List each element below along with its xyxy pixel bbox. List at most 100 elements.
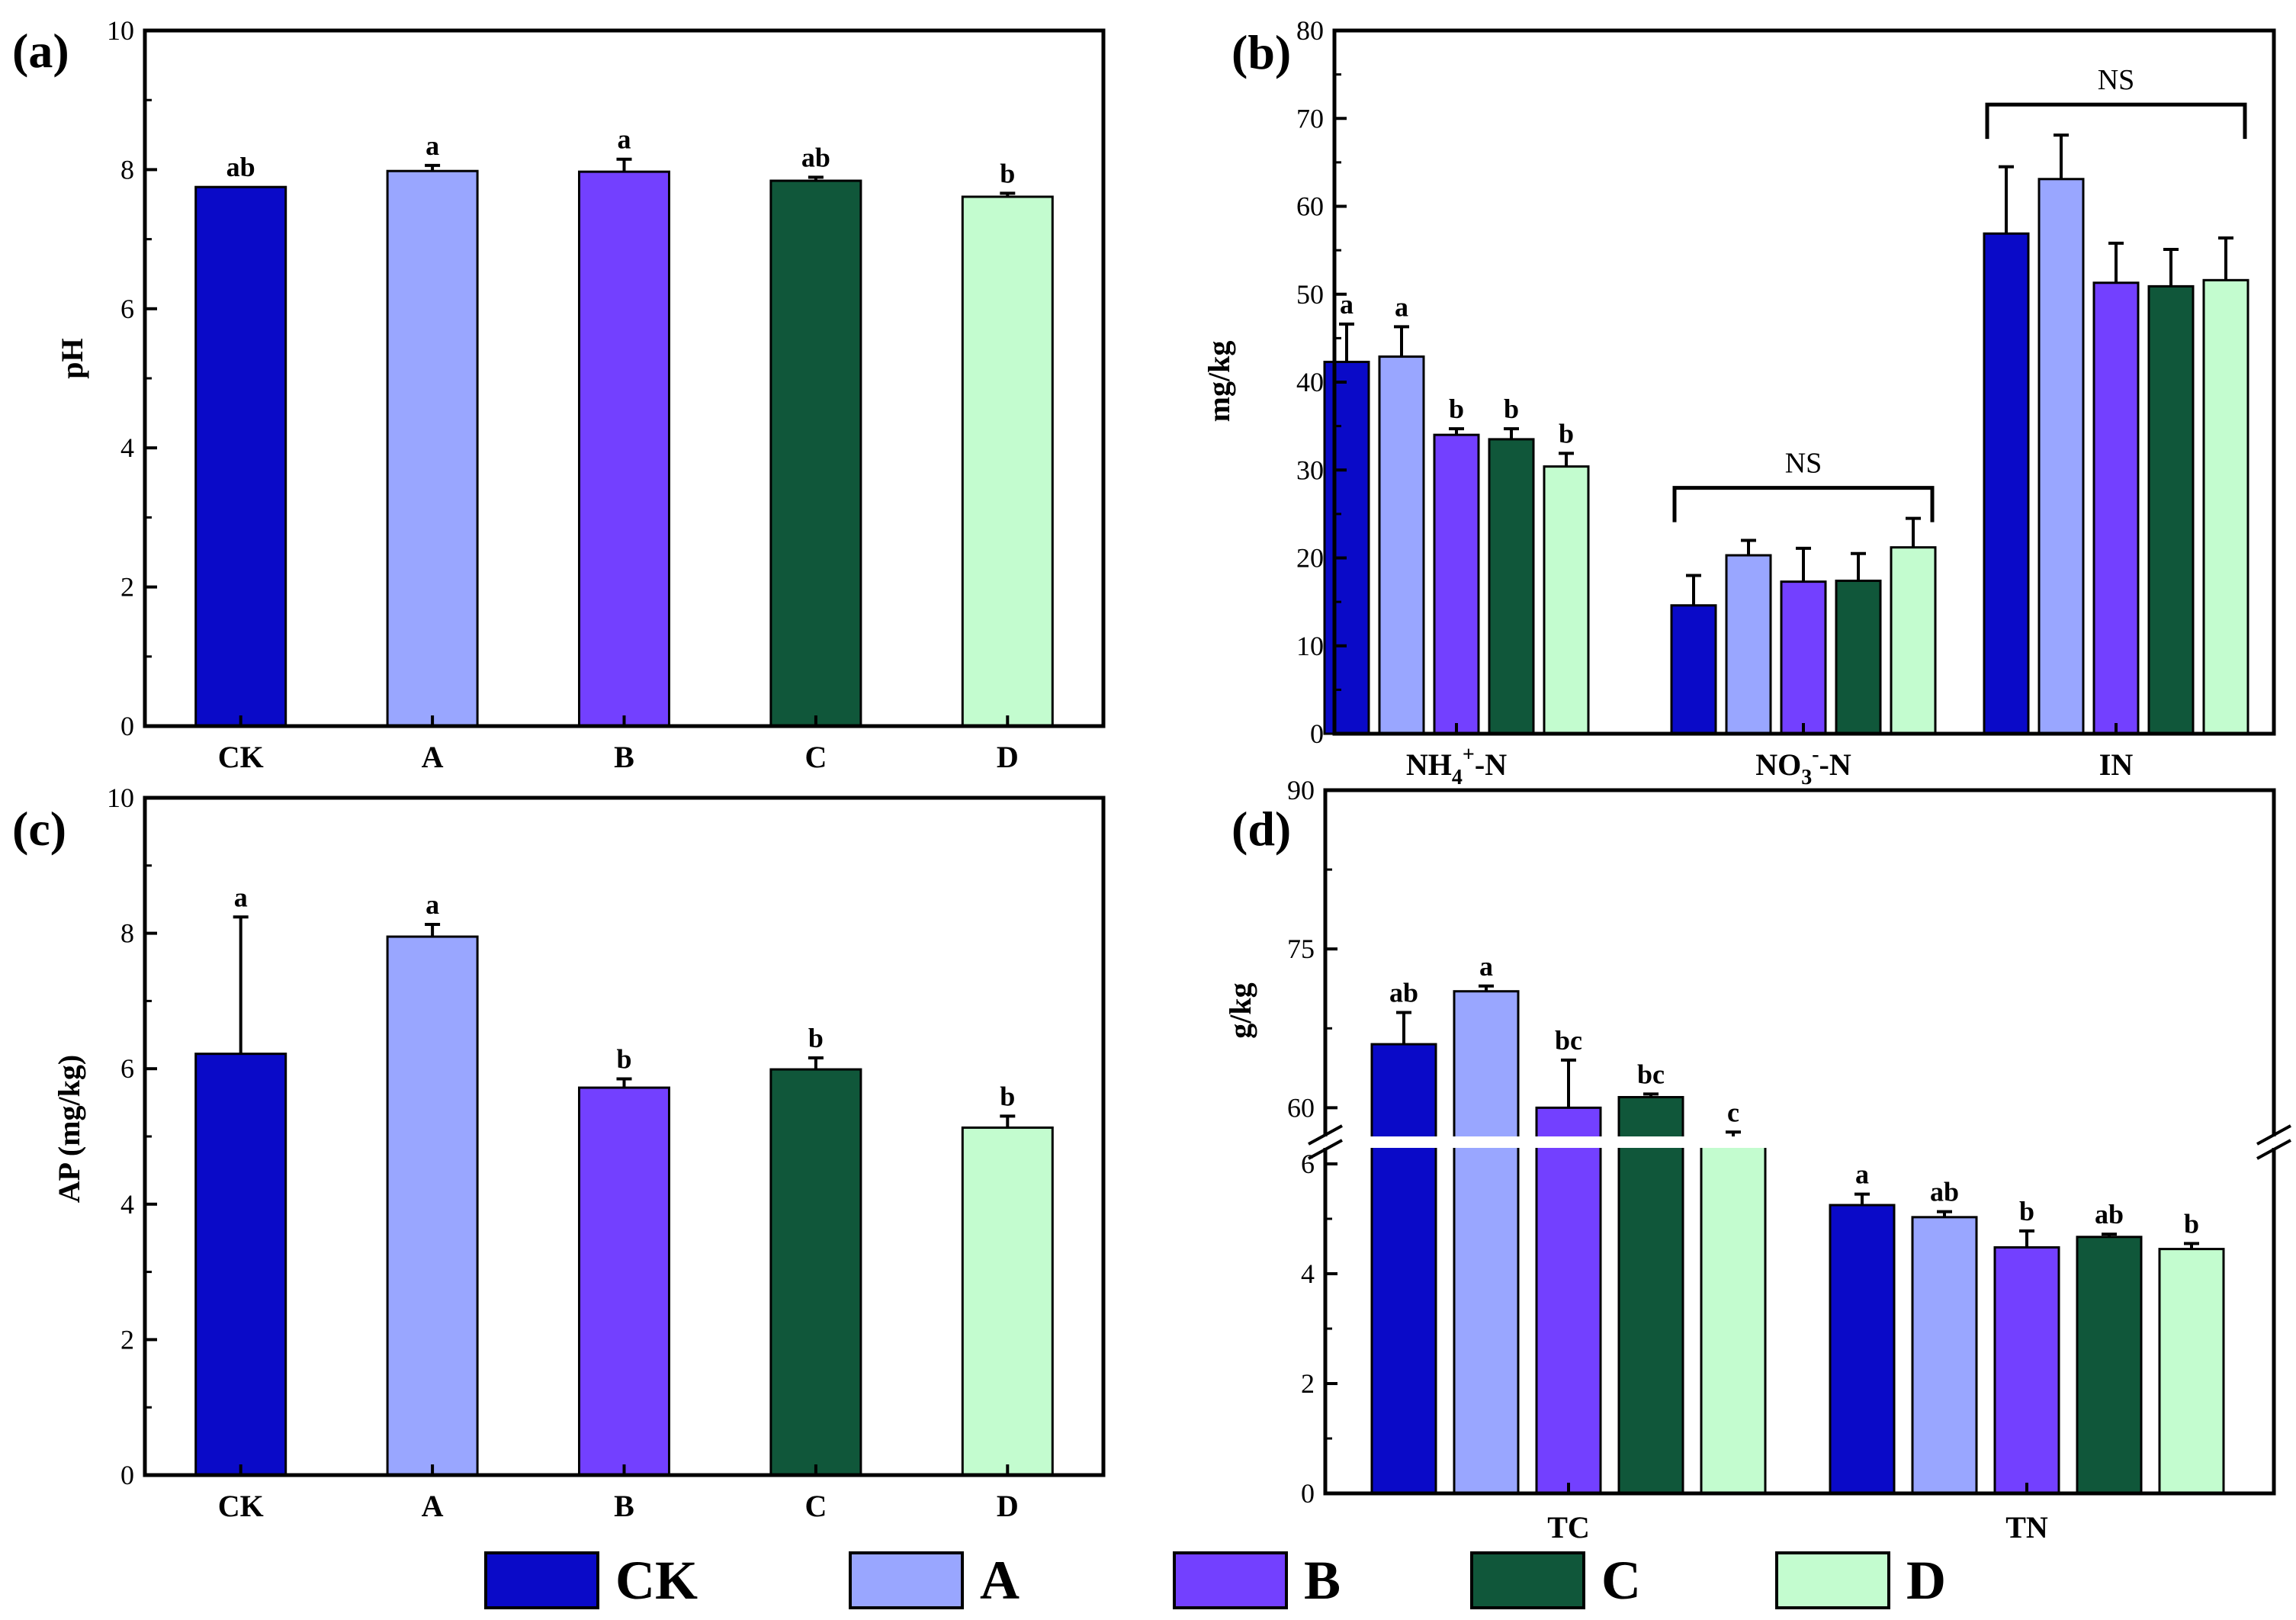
significance-letter: b bbox=[1000, 158, 1015, 188]
x-tick-label: A bbox=[422, 740, 444, 774]
ns-bracket bbox=[1985, 102, 2247, 140]
panel-label: (b) bbox=[1231, 25, 1291, 79]
bar bbox=[1488, 438, 1535, 735]
axis-break-mark bbox=[2256, 1124, 2291, 1146]
bar bbox=[1433, 433, 1480, 735]
bar bbox=[2076, 1236, 2143, 1495]
significance-letter: bc bbox=[1637, 1059, 1665, 1089]
y-axis-label: AP (mg/kg) bbox=[52, 1055, 86, 1203]
bar bbox=[1543, 465, 1590, 735]
bar bbox=[1780, 580, 1827, 735]
bar bbox=[1700, 1143, 1767, 1495]
y-tick-label: 60 bbox=[1296, 191, 1324, 222]
legend-swatch bbox=[1775, 1551, 1890, 1609]
ns-bracket bbox=[1672, 486, 1935, 522]
x-tick-label: B bbox=[614, 1489, 634, 1523]
significance-letter: b bbox=[2184, 1208, 2199, 1239]
legend: CK A B C D bbox=[484, 1550, 1946, 1611]
significance-letter: a bbox=[1340, 289, 1354, 320]
x-tick-label: NH4+-N bbox=[1406, 743, 1507, 789]
x-label-sup: + bbox=[1463, 743, 1475, 767]
y-tick-label: 0 bbox=[120, 711, 134, 741]
axis-break-gap bbox=[1321, 1136, 1330, 1148]
x-tick-label: B bbox=[614, 740, 634, 774]
bar bbox=[961, 1126, 1054, 1477]
y-tick-label: 70 bbox=[1296, 103, 1324, 133]
bar bbox=[1993, 1246, 2060, 1495]
y-tick-label: 0 bbox=[1301, 1478, 1315, 1509]
bar bbox=[1617, 1095, 1684, 1495]
y-tick-label: 10 bbox=[1296, 631, 1324, 661]
bar bbox=[1670, 604, 1717, 735]
bar bbox=[2092, 281, 2140, 735]
panel-a: ab CK a Aa Bab Cb D 0 2 4 6 8 10 pH (a) bbox=[12, 15, 1106, 774]
panel-label: (d) bbox=[1231, 802, 1291, 856]
x-label-sub: 4 bbox=[1452, 766, 1463, 789]
axis-break-mark bbox=[2256, 1139, 2291, 1160]
significance-letter: b bbox=[1504, 394, 1519, 424]
bar bbox=[2037, 178, 2085, 735]
bar bbox=[194, 185, 287, 728]
panel-c: a CK a Ab Bb Cb D 0 2 4 6 8 10 AP (mg/kg) (c) bbox=[12, 783, 1106, 1523]
y-axis-label: pH bbox=[55, 338, 89, 378]
axis-break-band bbox=[1325, 1136, 2274, 1148]
x-tick-label: TN bbox=[2005, 1510, 2048, 1544]
significance-letter: a bbox=[1855, 1159, 1869, 1190]
bar bbox=[1370, 1043, 1437, 1495]
y-tick-label: 10 bbox=[107, 15, 134, 46]
x-label-sub: 3 bbox=[1801, 766, 1812, 789]
y-tick-label: 50 bbox=[1296, 279, 1324, 310]
x-label-suffix: -N bbox=[1475, 747, 1507, 782]
x-tick-label: A bbox=[422, 1489, 444, 1523]
bar bbox=[194, 1053, 287, 1477]
x-tick-label: NO3--N bbox=[1755, 743, 1851, 789]
y-tick-label: 2 bbox=[120, 572, 134, 603]
ns-label: NS bbox=[2098, 64, 2135, 96]
x-label-sup: - bbox=[1812, 743, 1819, 767]
y-tick-label: 6 bbox=[120, 294, 134, 324]
significance-letter: ab bbox=[801, 142, 830, 172]
bar bbox=[2147, 284, 2195, 735]
bar bbox=[1535, 1106, 1602, 1495]
y-tick-label: 75 bbox=[1287, 934, 1315, 964]
y-tick-label: 0 bbox=[120, 1460, 134, 1490]
y-tick-label: 80 bbox=[1296, 15, 1324, 46]
y-tick-label: 4 bbox=[120, 432, 134, 463]
y-tick-label: 4 bbox=[1301, 1258, 1315, 1289]
legend-label: CK bbox=[615, 1550, 698, 1611]
x-tick-label: TC bbox=[1547, 1510, 1590, 1544]
significance-letter: a bbox=[1479, 951, 1493, 982]
bar bbox=[769, 1068, 862, 1477]
bar bbox=[1911, 1216, 1978, 1495]
y-tick-label: 10 bbox=[107, 783, 134, 813]
y-tick-label: 2 bbox=[120, 1324, 134, 1355]
significance-letter: ab bbox=[1389, 977, 1418, 1008]
y-tick-label: 0 bbox=[1310, 718, 1324, 749]
legend-swatch bbox=[484, 1551, 599, 1609]
significance-letter: bc bbox=[1555, 1025, 1582, 1056]
significance-letter: b bbox=[808, 1023, 824, 1053]
y-tick-label: 6 bbox=[120, 1053, 134, 1084]
x-tick-label: CK bbox=[218, 740, 264, 774]
y-tick-label: 40 bbox=[1296, 367, 1324, 397]
x-label-main: IN bbox=[2099, 747, 2134, 782]
y-tick-label: 6 bbox=[1301, 1149, 1315, 1179]
y-tick-label: 8 bbox=[120, 154, 134, 185]
x-tick-label: C bbox=[804, 740, 827, 774]
significance-letter: a bbox=[234, 882, 248, 912]
x-label-main: NO bbox=[1755, 747, 1801, 782]
bar bbox=[1323, 360, 1370, 735]
bar bbox=[1835, 579, 1882, 735]
y-tick-label: 20 bbox=[1296, 543, 1324, 574]
significance-letter: a bbox=[425, 889, 439, 920]
y-tick-label: 2 bbox=[1301, 1368, 1315, 1399]
bar bbox=[1983, 232, 2030, 735]
bar bbox=[769, 179, 862, 728]
bar bbox=[386, 169, 479, 728]
legend-label: A bbox=[980, 1550, 1020, 1611]
bar bbox=[1725, 554, 1772, 735]
axis-break-gap bbox=[2269, 1136, 2278, 1148]
significance-letter: ab bbox=[2095, 1199, 2124, 1229]
legend-swatch bbox=[849, 1551, 964, 1609]
